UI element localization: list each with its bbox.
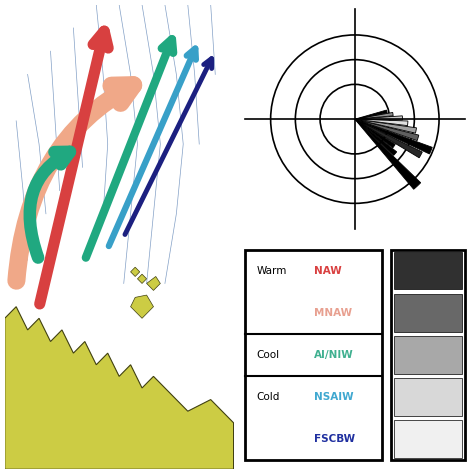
Polygon shape	[146, 276, 160, 291]
Wedge shape	[355, 119, 421, 189]
Wedge shape	[355, 119, 422, 158]
Bar	[394, 336, 463, 374]
Wedge shape	[355, 119, 395, 148]
Polygon shape	[137, 274, 146, 283]
Text: Cool: Cool	[256, 350, 280, 360]
Text: NSAIW: NSAIW	[314, 392, 353, 402]
Bar	[394, 420, 463, 458]
Polygon shape	[5, 307, 234, 469]
Text: FSCBW: FSCBW	[314, 434, 355, 444]
Text: AI/NIW: AI/NIW	[314, 350, 354, 360]
Wedge shape	[355, 119, 432, 154]
Text: MNAW: MNAW	[314, 308, 352, 318]
Bar	[394, 294, 463, 331]
Bar	[245, 250, 383, 460]
Bar	[394, 378, 463, 416]
Text: Warm: Warm	[256, 265, 287, 276]
Text: Cold: Cold	[256, 392, 280, 402]
Wedge shape	[355, 119, 417, 133]
Wedge shape	[355, 116, 402, 120]
Polygon shape	[131, 267, 140, 276]
Text: NAW: NAW	[314, 265, 341, 276]
Wedge shape	[355, 119, 397, 155]
Wedge shape	[355, 119, 419, 141]
Polygon shape	[131, 295, 154, 319]
Wedge shape	[355, 112, 393, 119]
Wedge shape	[355, 119, 408, 126]
Wedge shape	[355, 110, 387, 119]
Bar	[392, 250, 465, 460]
Bar	[394, 252, 463, 290]
